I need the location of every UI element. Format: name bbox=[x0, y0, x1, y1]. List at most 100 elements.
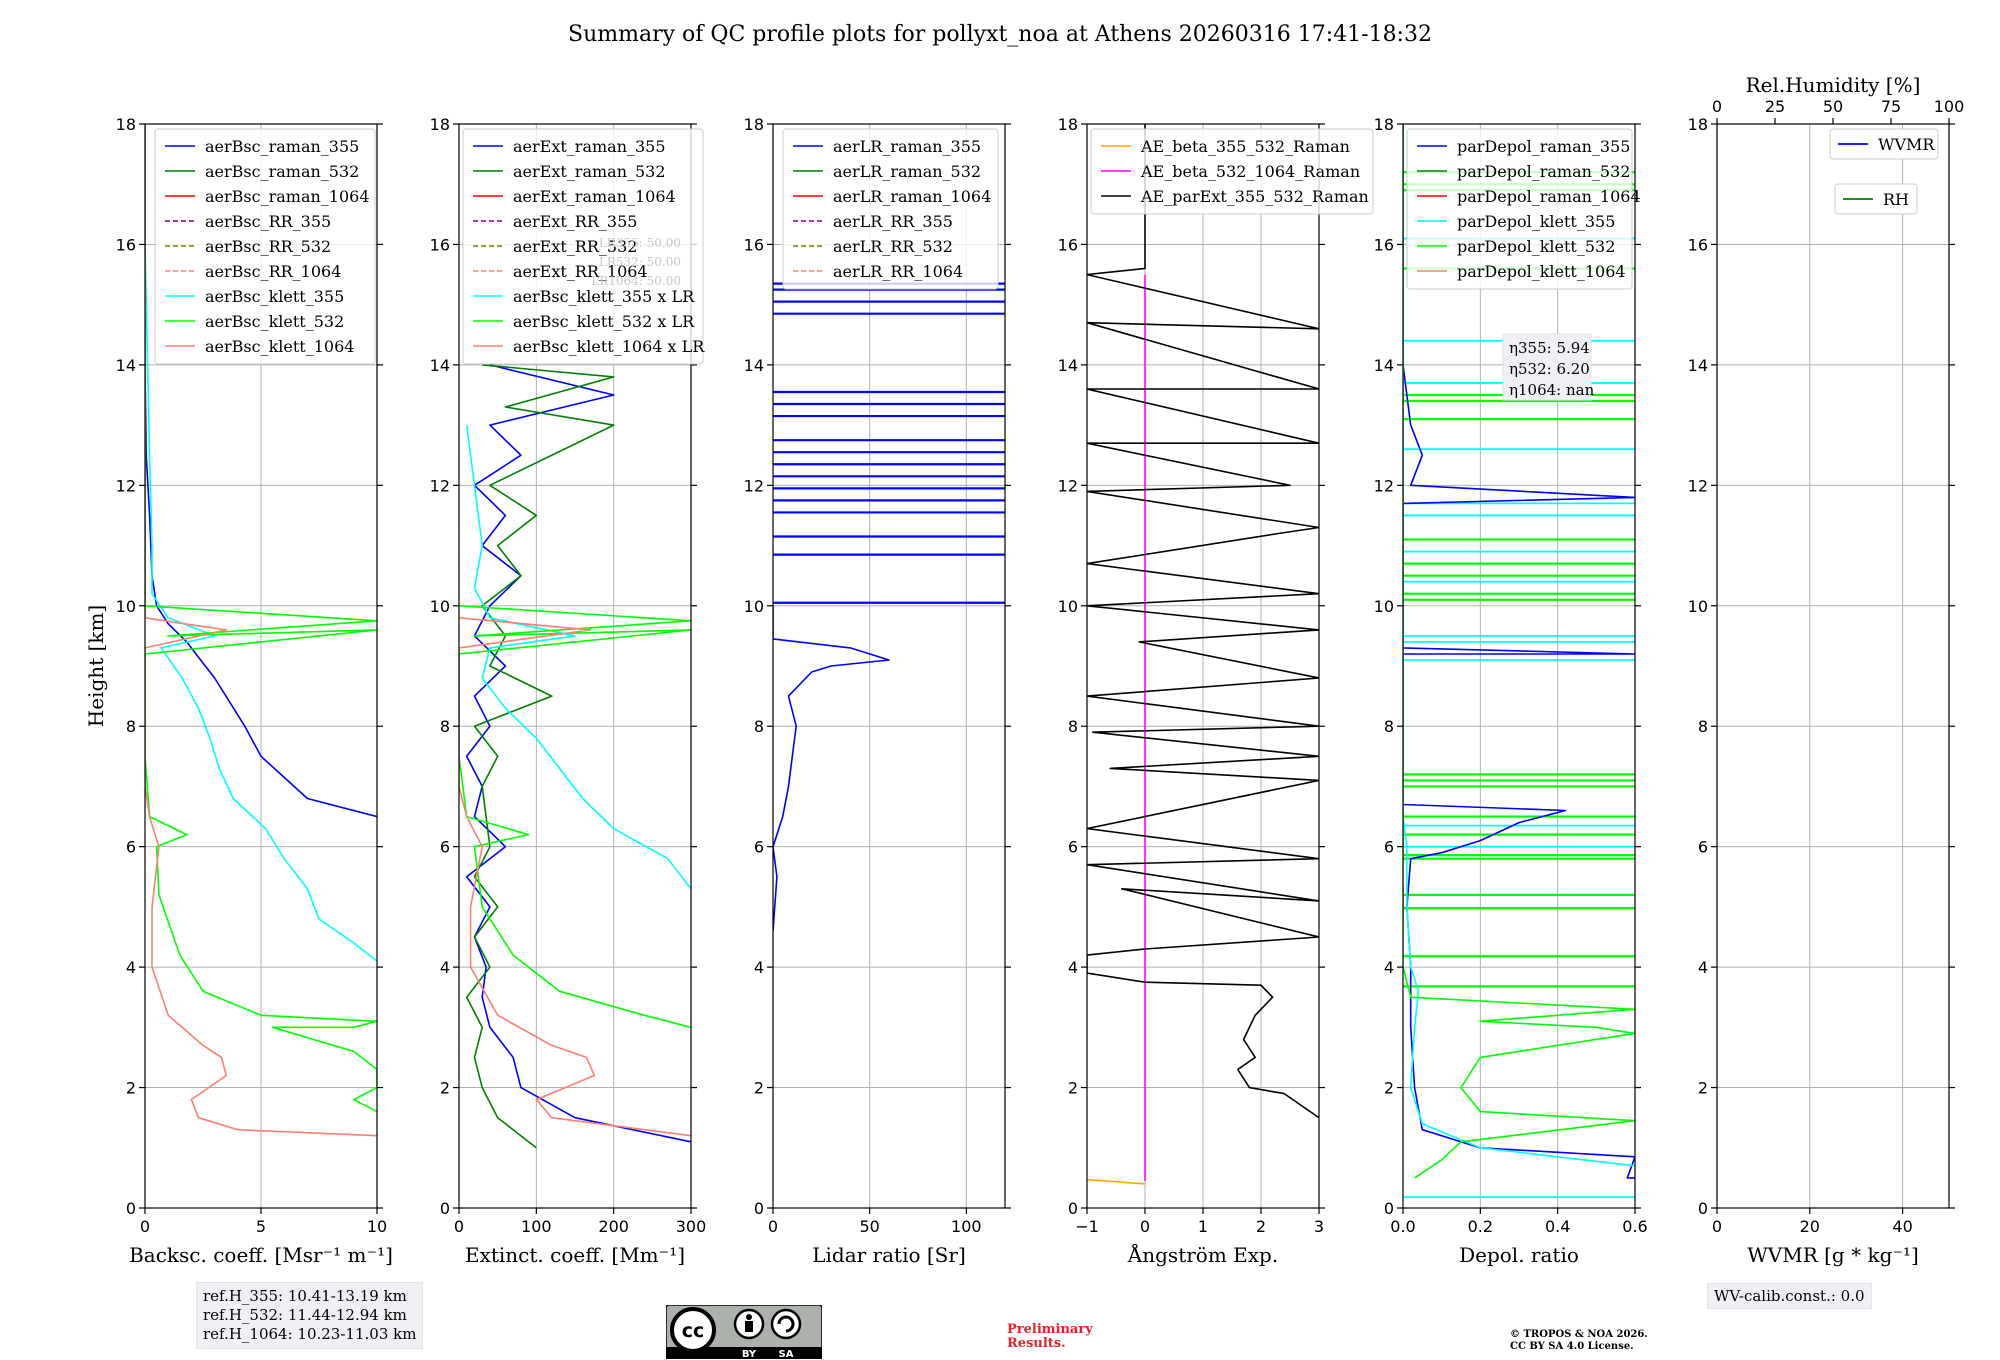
ref-height-355: ref.H_355: 10.41-13.19 km bbox=[203, 1287, 407, 1305]
series-aerBsc_klett_1064 x LR bbox=[459, 617, 691, 1137]
y-tick-label: 6 bbox=[1384, 838, 1394, 857]
y-tick-label: 18 bbox=[1058, 115, 1078, 134]
legend-box bbox=[1829, 128, 1939, 160]
cc-by-sa-license-badge: cc BY SA bbox=[666, 1305, 822, 1359]
legend-label: aerBsc_klett_1064 x LR bbox=[513, 337, 705, 356]
top-x-axis-label: Rel.Humidity [%] bbox=[1746, 73, 1921, 97]
eta-box bbox=[1502, 333, 1592, 401]
legend-box bbox=[782, 128, 999, 290]
y-tick-label: 18 bbox=[430, 115, 450, 134]
x-tick-label: 300 bbox=[676, 1217, 707, 1236]
y-tick-label: 4 bbox=[126, 958, 136, 977]
x-tick-label: 0 bbox=[1140, 1217, 1150, 1236]
x-tick-label: 50 bbox=[859, 1217, 879, 1236]
legend: parDepol_raman_355 parDepol_raman_532 parD… bbox=[1406, 128, 1641, 290]
x-tick-label: 5 bbox=[256, 1217, 266, 1236]
legend-label: aerLR_raman_355 bbox=[833, 137, 981, 156]
legend: aerLR_raman_355 aerLR_raman_532 aerLR_rama… bbox=[782, 128, 999, 290]
y-tick-label: 6 bbox=[1698, 838, 1708, 857]
y-axis-label: Height [km] bbox=[84, 605, 108, 727]
x-tick-label: 0.4 bbox=[1545, 1217, 1570, 1236]
y-tick-label: 16 bbox=[1374, 235, 1394, 254]
legend-box bbox=[154, 128, 376, 365]
series-aerExt_raman_355 bbox=[465, 364, 691, 1143]
y-tick-label: 16 bbox=[744, 235, 764, 254]
x-tick-label: 2 bbox=[1256, 1217, 1266, 1236]
legend-label: aerLR_raman_1064 bbox=[833, 187, 991, 206]
legend-label: aerLR_RR_355 bbox=[833, 212, 953, 231]
legend-label: aerBsc_klett_532 bbox=[205, 312, 344, 331]
y-tick-label: 6 bbox=[1068, 838, 1078, 857]
y-tick-label: 12 bbox=[1058, 476, 1078, 495]
y-tick-label: 8 bbox=[1384, 717, 1394, 736]
y-tick-label: 18 bbox=[744, 115, 764, 134]
share-alike-icon bbox=[770, 1308, 802, 1340]
x-axis-label: Lidar ratio [Sr] bbox=[812, 1243, 966, 1267]
lr-annotation: LR532: 50.00 bbox=[599, 255, 681, 269]
reference-height-box: ref.H_355: 10.41-13.19 km ref.H_532: 11.… bbox=[196, 1282, 424, 1349]
y-tick-label: 14 bbox=[1058, 356, 1078, 375]
y-tick-label: 0 bbox=[126, 1199, 136, 1218]
legend-label: aerExt_raman_532 bbox=[513, 162, 666, 181]
legend: aerBsc_raman_355 aerBsc_raman_532 aerBsc_r… bbox=[154, 128, 376, 365]
y-tick-label: 12 bbox=[430, 476, 450, 495]
y-tick-label: 10 bbox=[430, 597, 450, 616]
y-tick-label: 10 bbox=[1058, 597, 1078, 616]
legend-label: aerExt_RR_532 bbox=[513, 237, 637, 256]
legend-label: aerBsc_raman_1064 bbox=[205, 187, 370, 206]
y-tick-label: 14 bbox=[1688, 356, 1708, 375]
figure-title: Summary of QC profile plots for pollyxt_… bbox=[568, 22, 1432, 47]
legend-box bbox=[1834, 183, 1918, 215]
legend-label: parDepol_raman_532 bbox=[1457, 162, 1630, 181]
axes-frame bbox=[772, 123, 1006, 1209]
series-aerBsc_klett_355 x LR bbox=[465, 424, 691, 890]
y-tick-label: 10 bbox=[116, 597, 136, 616]
y-tick-label: 8 bbox=[126, 717, 136, 736]
legend-label: parDepol_raman_1064 bbox=[1457, 187, 1641, 206]
legend-label: aerBsc_RR_355 bbox=[205, 212, 331, 231]
series-parDepol_raman_355 bbox=[1403, 124, 1635, 1179]
y-tick-label: 12 bbox=[1374, 476, 1394, 495]
series-AE_beta_355_532_Raman bbox=[1087, 1178, 1146, 1185]
ref-height-532: ref.H_532: 11.44-12.94 km bbox=[203, 1306, 407, 1324]
y-tick-label: 2 bbox=[1698, 1079, 1708, 1098]
svg-text:cc: cc bbox=[682, 1320, 705, 1342]
legend-label: parDepol_raman_355 bbox=[1457, 137, 1630, 156]
legend-label: parDepol_klett_532 bbox=[1457, 237, 1615, 256]
y-tick-label: 6 bbox=[754, 838, 764, 857]
series-aerBsc_klett_532 bbox=[145, 124, 377, 1113]
panel-backscatter: 0 2 4 6 8 10 12 14 16 18 0 5 10 Backsc. coeff. [Msr⁻¹… bbox=[116, 115, 393, 1267]
y-tick-label: 4 bbox=[1384, 958, 1394, 977]
y-tick-label: 2 bbox=[440, 1079, 450, 1098]
legend-label: aerBsc_klett_1064 bbox=[205, 337, 354, 356]
y-tick-label: 16 bbox=[1058, 235, 1078, 254]
y-tick-label: 8 bbox=[440, 717, 450, 736]
cc-icon bbox=[670, 1307, 716, 1353]
y-tick-label: 8 bbox=[754, 717, 764, 736]
legend-label: aerExt_raman_1064 bbox=[513, 187, 676, 206]
legend-label: parDepol_klett_355 bbox=[1457, 212, 1615, 231]
y-tick-label: 4 bbox=[1068, 958, 1078, 977]
legend-label: aerBsc_RR_1064 bbox=[205, 262, 341, 281]
top-x-tick-label: 50 bbox=[1823, 97, 1843, 116]
preliminary-results-note: Preliminary Results. bbox=[1007, 1322, 1093, 1351]
y-tick-label: 8 bbox=[1068, 717, 1078, 736]
series-parDepol_klett_355 bbox=[1403, 124, 1635, 1167]
x-tick-label: 100 bbox=[521, 1217, 552, 1236]
legend-label: aerExt_RR_355 bbox=[513, 212, 637, 231]
legend-label: parDepol_klett_1064 bbox=[1457, 262, 1626, 281]
legend-label: aerLR_raman_532 bbox=[833, 162, 981, 181]
x-tick-label: 100 bbox=[951, 1217, 982, 1236]
series-aerBsc_klett_532 x LR bbox=[459, 605, 691, 1029]
eta-label: η1064: nan bbox=[1509, 381, 1595, 399]
x-tick-label: 20 bbox=[1800, 1217, 1820, 1236]
legend-label: aerExt_raman_355 bbox=[513, 137, 666, 156]
y-tick-label: 10 bbox=[744, 597, 764, 616]
x-tick-label: 0 bbox=[768, 1217, 778, 1236]
legend-label: aerBsc_raman_532 bbox=[205, 162, 359, 181]
svg-text:BY: BY bbox=[742, 1349, 757, 1359]
y-tick-label: 0 bbox=[440, 1199, 450, 1218]
y-tick-label: 4 bbox=[440, 958, 450, 977]
x-tick-label: 40 bbox=[1892, 1217, 1912, 1236]
